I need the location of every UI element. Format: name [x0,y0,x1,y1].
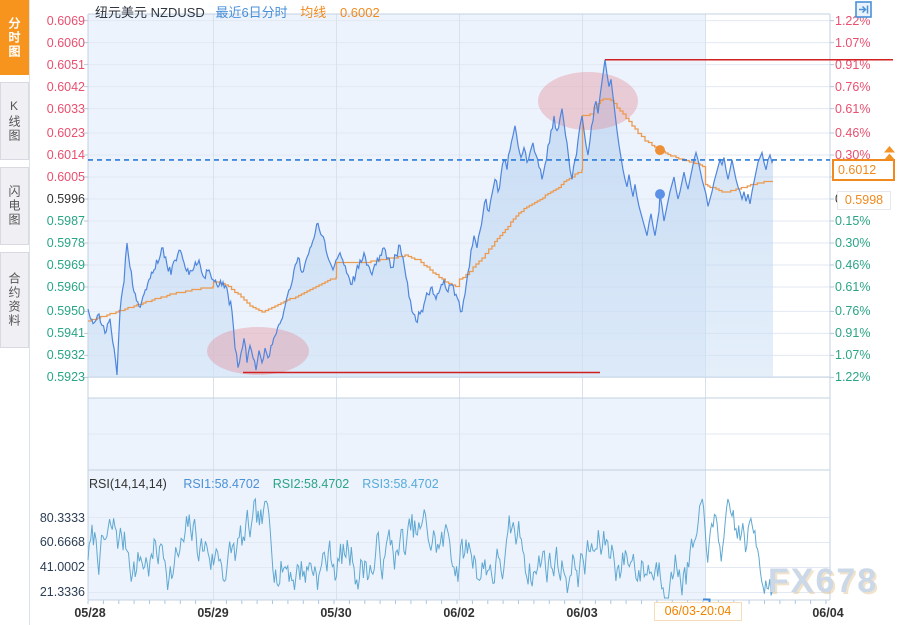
rsi-series-value: RSI2:58.4702 [272,477,350,491]
rsi-indicator-header: RSI(14,14,14) RSI1:58.4702 RSI2:58.4702 RS… [89,477,439,491]
price-dot-marker [655,189,665,200]
price-axis-label: 0.6023 [46,126,85,141]
time-axis-label: 05/28 [74,606,106,620]
pct-axis-label: 0.46% [835,126,871,141]
average-price-tag: 0.5998 [837,191,891,210]
price-axis-label: 0.5960 [46,279,85,294]
price-line [87,59,774,376]
pct-axis-label: 0.76% [835,79,871,94]
pct-axis-label: 1.07% [835,35,871,50]
pct-axis-label: 0.15% [835,213,871,228]
price-axis-label: 0.6033 [46,101,85,116]
chart-type-sidebar: 分时图 K线图 闪电图 合约资料 [0,0,30,625]
price-area-fill [88,59,773,377]
time-axis-label: 05/29 [197,606,229,620]
ma-legend-value: 0.6002 [339,5,380,20]
price-axis-label: 0.5969 [46,257,85,272]
price-axis-label: 0.5996 [46,192,85,206]
price-axis-label: 0.6005 [46,170,85,184]
rsi-axis-label: 41.0002 [39,560,85,575]
symbol-title: 纽元美元 NZDUSD [95,5,205,20]
pct-axis-label: 0.30% [835,235,871,250]
pct-axis-label: 0.76% [835,304,871,319]
price-axis-label: 0.5987 [46,213,85,228]
pct-axis-label: 0.91% [835,57,871,72]
sidebar-tab-candle-chart[interactable]: K线图 [0,82,29,160]
price-axis-label: 0.5932 [46,348,85,363]
panel-expand-icon[interactable] [855,1,872,18]
fx678-watermark: FX678 [768,562,879,600]
price-axis-label: 0.5978 [46,235,85,250]
sidebar-tab-flash-chart[interactable]: 闪电图 [0,167,29,245]
rsi-title: RSI(14,14,14) [89,477,167,491]
price-axis-label: 0.6042 [46,79,85,94]
rsi-series-value: RSI3:58.4702 [362,477,439,491]
last-price-tag: 0.6012 [832,159,895,181]
highlight-ellipse-low [207,327,309,375]
rsi-axis-label: 60.6668 [39,535,85,550]
sidebar-tab-time-chart[interactable]: 分时图 [0,0,29,75]
cursor-time-label: 06/03-20:04 [654,602,742,621]
pct-axis-label: 0.30% [835,148,871,162]
price-axis-label: 0.6014 [46,148,85,162]
rsi-series-value: RSI1:58.4702 [183,477,260,491]
time-axis-label: 05/30 [320,606,352,620]
pct-axis-label: 0.91% [835,326,871,341]
pct-axis-label: 1.22% [835,370,871,385]
sidebar-tab-contract-info[interactable]: 合约资料 [0,252,29,348]
pct-axis-label: 0.61% [835,101,871,116]
pct-axis-label: 0.46% [835,257,871,272]
rsi-axis-label: 80.3333 [39,510,85,525]
price-axis-label: 0.6069 [46,13,85,28]
time-axis-label: 06/03 [566,606,598,620]
time-axis-label: 06/02 [443,606,475,620]
pct-axis-label: 0.61% [835,279,871,294]
price-up-arrow-icon [884,146,895,160]
price-axis-label: 0.5950 [46,304,85,319]
period-label: 最近6日分时 [215,5,288,20]
ma-legend-label: 均线 [300,5,327,20]
price-axis-label: 0.6051 [46,57,85,72]
pct-axis-label: 1.07% [835,348,871,363]
price-axis-label: 0.6060 [46,35,85,50]
rsi-line [87,497,773,599]
ma-dot-marker [655,145,665,156]
price-axis-label: 0.5923 [46,370,85,385]
chart-legend: 纽元美元 NZDUSD 最近6日分时 均线 0.6002 [95,2,380,20]
rsi-axis-label: 21.3336 [39,585,85,600]
price-axis-label: 0.5941 [46,326,85,341]
time-axis-label: 06/04 [812,606,844,620]
